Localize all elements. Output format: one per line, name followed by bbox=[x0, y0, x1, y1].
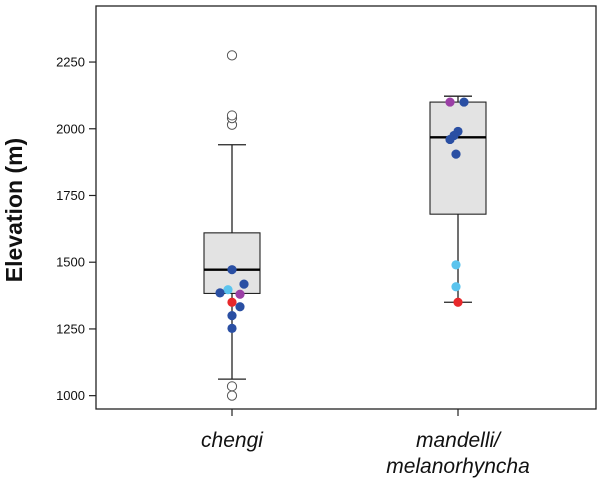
outlier-point bbox=[226, 390, 238, 401]
observation-point bbox=[445, 97, 455, 107]
y-tick-label: 1750 bbox=[56, 188, 85, 203]
observation-point bbox=[235, 289, 245, 299]
observation-point bbox=[227, 265, 237, 275]
plot-area-frame bbox=[95, 5, 597, 410]
observation-point bbox=[227, 323, 237, 333]
observation-point bbox=[239, 279, 249, 289]
x-axis: chengi mandelli/melanorhyncha bbox=[201, 409, 530, 478]
observation-point bbox=[451, 282, 461, 292]
observation-point bbox=[227, 297, 237, 307]
observation-point bbox=[235, 302, 245, 312]
y-axis-title: Elevation (m) bbox=[1, 138, 27, 282]
y-tick-label: 2000 bbox=[56, 121, 85, 136]
observation-point bbox=[445, 134, 455, 145]
observation-point bbox=[451, 149, 461, 159]
y-tick-label: 1500 bbox=[56, 255, 85, 270]
y-tick-label: 1000 bbox=[56, 388, 85, 403]
iqr-box bbox=[203, 232, 261, 294]
box-groups bbox=[203, 50, 487, 401]
observation-point bbox=[215, 288, 225, 298]
observation-point bbox=[451, 260, 461, 270]
observation-point bbox=[459, 97, 469, 107]
x-category-label: chengi bbox=[201, 429, 264, 452]
observation-point bbox=[223, 285, 233, 295]
box-group-2 bbox=[429, 95, 487, 307]
observation-point bbox=[227, 310, 237, 321]
y-axis: 1000 1250 1500 1750 2000 2250 bbox=[56, 55, 96, 403]
outlier-point bbox=[226, 110, 238, 121]
box-group-1 bbox=[203, 50, 261, 401]
x-category-label: mandelli/ bbox=[416, 429, 502, 452]
outlier-point bbox=[226, 381, 238, 392]
observation-point bbox=[453, 297, 463, 307]
x-category-label: melanorhyncha bbox=[386, 455, 530, 478]
outlier-point bbox=[226, 50, 238, 61]
y-tick-label: 1250 bbox=[56, 321, 85, 336]
y-tick-label: 2250 bbox=[56, 55, 85, 70]
